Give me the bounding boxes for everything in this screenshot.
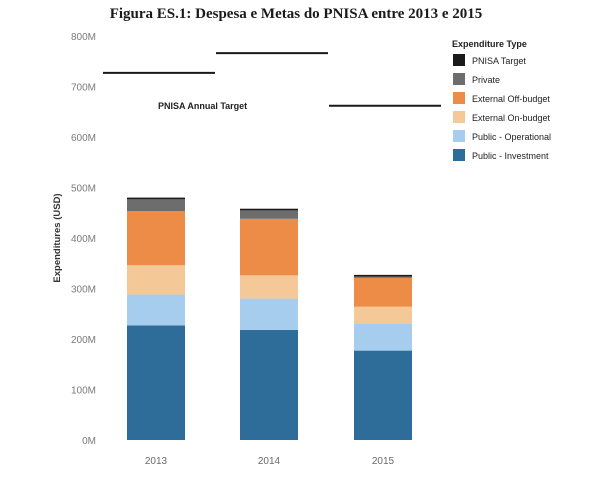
bar-segment-private-2015 bbox=[354, 275, 412, 278]
legend-label: PNISA Target bbox=[472, 56, 526, 66]
legend-swatch bbox=[453, 111, 465, 123]
legend-swatch bbox=[453, 54, 465, 66]
chart-title: Figura ES.1: Despesa e Metas do PNISA en… bbox=[109, 6, 483, 22]
legend-label: Private bbox=[472, 75, 500, 85]
y-tick-label: 100M bbox=[71, 386, 96, 397]
bar-segment-public-investment-2015 bbox=[354, 350, 412, 440]
bar-segment-public-investment-2013 bbox=[127, 325, 185, 440]
bar-segment-private-2014 bbox=[240, 209, 298, 219]
bar-segment-external-off-budget-2013 bbox=[127, 211, 185, 266]
legend-label: Public - Operational bbox=[472, 132, 551, 142]
legend-label: External Off-budget bbox=[472, 94, 550, 104]
legend-label: Public - Investment bbox=[472, 151, 549, 161]
bar-segment-external-on-budget-2015 bbox=[354, 306, 412, 324]
bar-segment-external-off-budget-2015 bbox=[354, 277, 412, 307]
y-axis-label: Expenditures (USD) bbox=[52, 193, 63, 282]
legend-label: External On-budget bbox=[472, 113, 551, 123]
y-tick-label: 800M bbox=[71, 32, 96, 43]
bar-segment-public-operational-2013 bbox=[127, 294, 185, 326]
y-tick-label: 200M bbox=[71, 335, 96, 346]
bar-segment-public-investment-2014 bbox=[240, 329, 298, 440]
bar-top-edge-2014 bbox=[240, 208, 298, 211]
bar-segment-public-operational-2014 bbox=[240, 298, 298, 330]
x-tick-label: 2013 bbox=[145, 456, 168, 467]
bar-segment-public-operational-2015 bbox=[354, 323, 412, 351]
y-tick-label: 700M bbox=[71, 83, 96, 94]
legend-swatch bbox=[453, 149, 465, 161]
x-tick-label: 2014 bbox=[258, 456, 281, 467]
y-tick-label: 500M bbox=[71, 184, 96, 195]
y-tick-label: 0M bbox=[82, 436, 96, 447]
legend-swatch bbox=[453, 73, 465, 85]
legend-swatch bbox=[453, 130, 465, 142]
bar-segment-external-off-budget-2014 bbox=[240, 218, 298, 276]
y-tick-label: 300M bbox=[71, 285, 96, 296]
bar-top-edge-2013 bbox=[127, 197, 185, 200]
target-annotation: PNISA Annual Target bbox=[158, 101, 247, 111]
y-tick-label: 600M bbox=[71, 133, 96, 144]
bar-segment-external-on-budget-2013 bbox=[127, 265, 185, 295]
y-tick-label: 400M bbox=[71, 234, 96, 245]
legend-title: Expenditure Type bbox=[452, 39, 527, 49]
bar-segment-external-on-budget-2014 bbox=[240, 275, 298, 299]
bar-segment-private-2013 bbox=[127, 198, 185, 212]
x-tick-label: 2015 bbox=[372, 456, 395, 467]
bar-top-edge-2015 bbox=[354, 274, 412, 277]
legend-swatch bbox=[453, 92, 465, 104]
